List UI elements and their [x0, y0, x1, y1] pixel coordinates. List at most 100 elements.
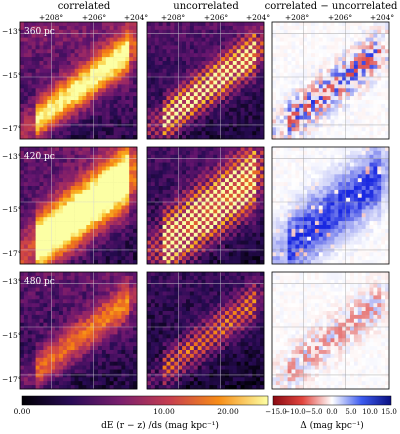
- heatmap-cell: [283, 260, 288, 265]
- heatmap-cell: [307, 256, 312, 261]
- heatmap-cell: [27, 236, 32, 241]
- heatmap-cell: [260, 107, 265, 112]
- heatmap-cell: [377, 103, 382, 109]
- heatmap-cell: [213, 103, 218, 109]
- heatmap-cell: [225, 209, 230, 214]
- heatmap-cell: [47, 107, 52, 112]
- heatmap-cell: [232, 248, 237, 253]
- heatmap-cell: [133, 33, 138, 38]
- heatmap-cell: [150, 100, 156, 105]
- heatmap-cell: [350, 45, 355, 50]
- heatmap-cell: [158, 37, 163, 42]
- heatmap-cell: [244, 154, 249, 159]
- heatmap-cell: [236, 228, 241, 234]
- heatmap-cell: [101, 178, 107, 183]
- heatmap-cell: [193, 162, 198, 167]
- heatmap-cell: [27, 29, 32, 34]
- heatmap-cell: [260, 209, 265, 214]
- heatmap-cell: [147, 236, 152, 241]
- heatmap-cell: [86, 225, 91, 230]
- heatmap-cell: [109, 103, 114, 109]
- heatmap-cell: [74, 166, 79, 171]
- heatmap-cell: [113, 244, 118, 249]
- heatmap-cell: [275, 33, 281, 38]
- heatmap-cell: [197, 111, 202, 116]
- heatmap-cell: [86, 147, 91, 152]
- heatmap-cell: [70, 64, 75, 70]
- heatmap-cell: [109, 162, 114, 167]
- heatmap-cell: [158, 166, 163, 171]
- heatmap-cell: [82, 189, 87, 195]
- heatmap-cell: [326, 115, 331, 120]
- heatmap-cell: [217, 64, 222, 70]
- heatmap-cell: [338, 127, 343, 132]
- heatmap-cell: [78, 174, 83, 179]
- heatmap-cell: [70, 232, 75, 237]
- heatmap-cell: [209, 178, 214, 183]
- heatmap-cell: [20, 150, 25, 156]
- heatmap-cell: [221, 213, 226, 218]
- heatmap-cell: [39, 68, 44, 73]
- heatmap-cell: [170, 228, 175, 234]
- heatmap-cell: [291, 228, 296, 234]
- heatmap-cell: [86, 127, 91, 132]
- heatmap-cell: [133, 135, 138, 140]
- heatmap-cell: [94, 213, 99, 218]
- heatmap-cell: [82, 182, 87, 187]
- heatmap-cell: [129, 127, 134, 132]
- heatmap-cell: [209, 72, 214, 77]
- heatmap-cell: [236, 107, 241, 112]
- heatmap-cell: [256, 100, 261, 105]
- heatmap-cell: [318, 166, 323, 171]
- heatmap-cell: [86, 162, 91, 167]
- heatmap-cell: [166, 107, 171, 112]
- heatmap-cell: [248, 162, 253, 167]
- heatmap-cell: [322, 53, 327, 58]
- heatmap-cell: [101, 22, 107, 27]
- heatmap-cell: [272, 186, 277, 191]
- heatmap-cell: [154, 107, 159, 112]
- heatmap-cell: [113, 127, 118, 132]
- heatmap-cell: [318, 84, 323, 89]
- heatmap-cell: [90, 33, 95, 38]
- heatmap-cell: [248, 205, 253, 210]
- heatmap-cell: [78, 131, 83, 136]
- heatmap-cell: [62, 150, 68, 156]
- heatmap-cell: [256, 103, 261, 109]
- heatmap-cell: [213, 107, 218, 112]
- heatmap-cell: [186, 76, 191, 81]
- heatmap-cell: [23, 72, 29, 77]
- heatmap-cell: [121, 201, 126, 206]
- heatmap-cell: [291, 256, 296, 261]
- heatmap-cell: [147, 107, 152, 112]
- heatmap-cell: [299, 213, 304, 218]
- heatmap-cell: [117, 92, 122, 97]
- heatmap-cell: [326, 178, 331, 183]
- heatmap-cell: [98, 100, 103, 105]
- heatmap-cell: [166, 236, 171, 241]
- heatmap-cell: [82, 236, 87, 241]
- heatmap-cell: [154, 162, 159, 167]
- heatmap-cell: [94, 252, 99, 257]
- heatmap-cell: [113, 166, 118, 171]
- heatmap-cell: [43, 186, 48, 191]
- heatmap-cell: [330, 92, 335, 97]
- heatmap-cell: [236, 119, 241, 124]
- heatmap-cell: [307, 41, 312, 46]
- heatmap-cell: [221, 162, 226, 167]
- heatmap-cell: [240, 68, 245, 73]
- heatmap-cell: [201, 68, 206, 73]
- heatmap-cell: [186, 248, 191, 253]
- heatmap-cell: [193, 244, 198, 249]
- heatmap-cell: [189, 119, 195, 124]
- heatmap-cell: [256, 135, 261, 140]
- heatmap-cell: [217, 158, 222, 163]
- heatmap-cell: [283, 158, 288, 163]
- heatmap-cell: [213, 33, 218, 38]
- heatmap-cell: [369, 68, 374, 73]
- heatmap-cell: [299, 92, 304, 97]
- heatmap-cell: [209, 186, 214, 191]
- heatmap-cell: [70, 22, 75, 27]
- heatmap-cell: [240, 158, 245, 163]
- heatmap-cell: [66, 103, 71, 109]
